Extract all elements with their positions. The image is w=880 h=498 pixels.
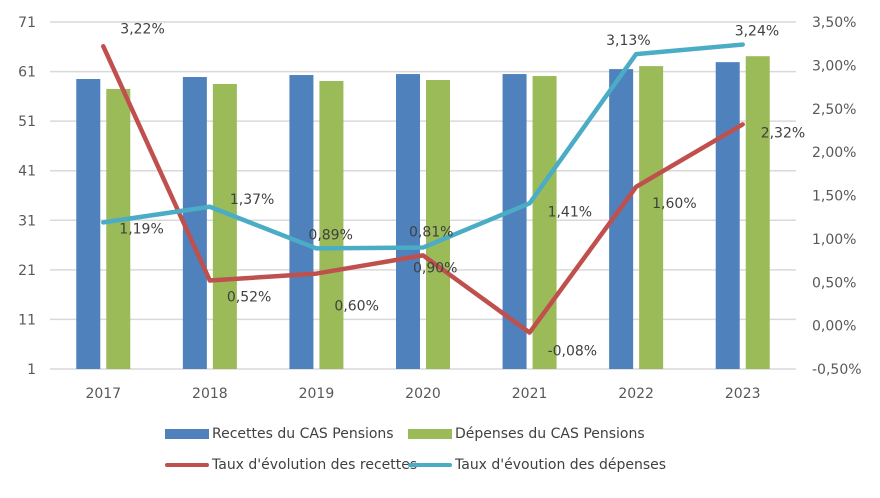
right-tick-label: 1,50% <box>812 189 856 205</box>
x-tick-label: 2022 <box>618 386 654 402</box>
x-tick-label: 2021 <box>512 386 548 402</box>
bar-depenses <box>639 66 664 370</box>
bar-depenses <box>426 79 450 370</box>
bar-depenses <box>106 88 131 370</box>
data-label-taux-recettes: 0,60% <box>334 299 378 315</box>
left-tick-label: 31 <box>18 213 36 229</box>
legend-label: Taux d'évoution des dépenses <box>455 457 667 473</box>
bar-recettes <box>182 77 207 369</box>
x-tick-label: 2017 <box>85 386 121 402</box>
right-axis: -0,50% 0,00% 0,50% 1,00% 1,50% 2,00% 2,50% 3,00… <box>812 15 862 378</box>
data-label-taux-depenses: 1,19% <box>119 221 163 237</box>
bar-recettes <box>502 74 527 370</box>
right-tick-label: 2,00% <box>812 145 856 161</box>
left-tick-label: 41 <box>18 164 36 180</box>
data-label-taux-depenses: 3,24% <box>735 24 779 40</box>
legend-item-depenses[interactable]: Dépenses du CAS Pensions <box>408 426 645 442</box>
bar-recettes <box>289 75 314 369</box>
x-tick-label: 2020 <box>405 386 441 402</box>
legend-item-recettes[interactable]: Recettes du CAS Pensions <box>165 426 394 442</box>
data-label-taux-depenses: 1,37% <box>230 192 274 208</box>
line-taux-depenses <box>101 42 745 251</box>
data-label-taux-depenses: 3,13% <box>606 33 650 49</box>
legend-swatch-taux-recettes <box>165 463 209 467</box>
left-tick-label: 51 <box>18 114 36 130</box>
data-label-taux-depenses: 0,81% <box>409 225 453 241</box>
right-tick-label: 3,00% <box>812 58 856 74</box>
right-tick-label: 0,00% <box>812 319 856 335</box>
right-tick-label: 3,50% <box>812 15 856 31</box>
right-tick-label: 2,50% <box>812 102 856 118</box>
left-tick-label: 71 <box>18 15 36 31</box>
bar-recettes <box>715 62 740 369</box>
bar-recettes <box>76 79 101 369</box>
legend-item-taux-recettes[interactable]: Taux d'évolution des recettes <box>165 457 417 473</box>
bar-depenses <box>212 83 237 369</box>
data-label-taux-recettes: 2,32% <box>761 125 805 141</box>
gridlines <box>50 21 796 370</box>
legend-swatch-recettes <box>165 429 209 439</box>
data-labels: 3,22% 0,52% 0,60% 0,90% -0,08% 1,60% 2,32% 1,19… <box>119 21 805 359</box>
data-label-taux-recettes: -0,08% <box>548 344 598 360</box>
legend-swatch-depenses <box>408 429 452 439</box>
left-tick-label: 11 <box>18 312 36 328</box>
right-tick-label: -0,50% <box>812 362 862 378</box>
data-label-taux-depenses: 1,41% <box>548 204 592 220</box>
right-tick-label: 0,50% <box>812 275 856 291</box>
legend-item-taux-depenses[interactable]: Taux d'évoution des dépenses <box>408 457 666 473</box>
legend-label: Taux d'évolution des recettes <box>212 457 418 473</box>
legend-label: Recettes du CAS Pensions <box>212 426 394 442</box>
bar-recettes <box>396 74 420 370</box>
left-tick-label: 21 <box>18 263 36 279</box>
x-tick-label: 2023 <box>725 386 761 402</box>
data-label-taux-recettes: 0,52% <box>227 290 271 306</box>
bar-depenses <box>319 80 344 370</box>
left-tick-label: 61 <box>18 65 36 81</box>
legend-swatch-taux-depenses <box>408 463 452 467</box>
x-tick-label: 2019 <box>299 386 335 402</box>
data-label-taux-recettes: 0,90% <box>413 260 457 276</box>
data-label-taux-recettes: 1,60% <box>652 196 696 212</box>
legend-label: Dépenses du CAS Pensions <box>455 426 645 442</box>
data-label-taux-recettes: 3,22% <box>120 21 164 37</box>
lines <box>101 42 745 335</box>
left-tick-label: 1 <box>27 362 36 378</box>
right-tick-label: 1,00% <box>812 232 856 248</box>
x-axis: 2017 2018 2019 2020 2021 2022 2023 <box>85 386 760 402</box>
line-taux-recettes <box>101 44 745 335</box>
data-label-taux-depenses: 0,89% <box>308 227 352 243</box>
bar-depenses <box>745 56 770 369</box>
x-tick-label: 2018 <box>192 386 228 402</box>
bars <box>76 56 770 370</box>
